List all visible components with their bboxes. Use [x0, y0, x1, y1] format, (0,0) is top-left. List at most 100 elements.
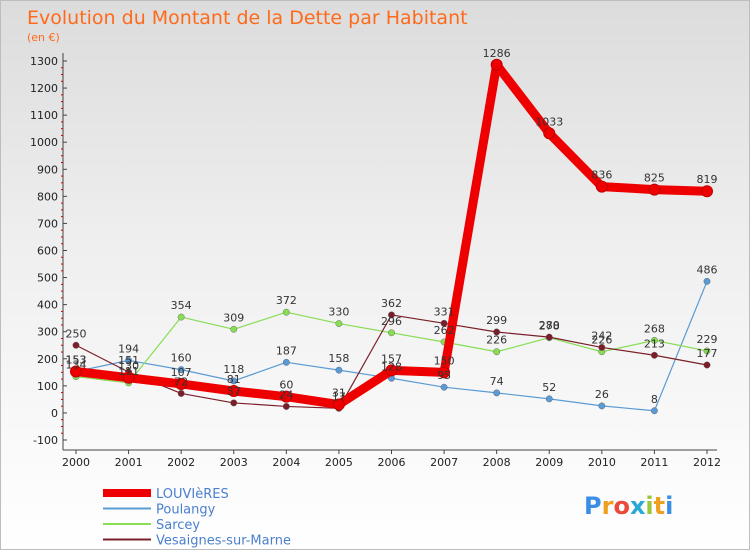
data-point: [543, 127, 556, 140]
x-tick-label: 2012: [693, 456, 721, 469]
data-label: 118: [223, 363, 244, 376]
data-label: 60: [279, 379, 293, 392]
data-label: 278: [539, 320, 560, 333]
data-point: [282, 403, 290, 410]
x-tick-label: 2001: [115, 456, 143, 469]
data-point: [595, 180, 608, 193]
chart-subtitle: (en €): [27, 31, 60, 44]
data-point: [598, 402, 606, 410]
data-label: 8: [651, 393, 658, 406]
logo-letter: i: [645, 492, 653, 520]
legend-label: Sarcey: [156, 518, 200, 533]
data-label: 160: [171, 352, 192, 365]
data-label: 17: [332, 390, 346, 403]
data-label: 151: [118, 354, 139, 367]
data-point: [651, 351, 658, 359]
data-point: [701, 185, 713, 198]
data-point: [282, 358, 290, 366]
data-label: 153: [66, 354, 87, 367]
x-tick-label: 2008: [483, 456, 511, 469]
data-label: 72: [174, 375, 188, 388]
data-label: 31: [332, 387, 346, 400]
data-label: 81: [227, 373, 241, 386]
legend: LOUVIèRESPoulangySarceyVesaignes-sur-Mar…: [103, 487, 291, 549]
data-label: 95: [437, 369, 451, 382]
y-tick-label: 600: [37, 245, 58, 258]
data-point: [177, 390, 185, 397]
data-label: 134: [66, 359, 87, 372]
data-label: 296: [381, 315, 402, 328]
logo-letter: r: [602, 492, 614, 520]
data-point: [388, 329, 395, 337]
data-label: 128: [381, 360, 402, 373]
y-tick-label: 1100: [30, 109, 58, 122]
data-label: 268: [644, 322, 665, 335]
data-label: 74: [490, 375, 504, 388]
data-label: 372: [276, 294, 297, 307]
data-point: [703, 277, 711, 285]
x-tick-label: 2009: [535, 456, 563, 469]
y-tick-label: 300: [37, 326, 58, 339]
data-label: 486: [697, 263, 718, 276]
data-point: [651, 336, 658, 344]
data-label: 362: [381, 297, 402, 310]
data-label: 52: [542, 381, 556, 394]
data-point: [385, 364, 398, 377]
data-point: [282, 308, 290, 316]
y-tick-label: 200: [37, 353, 58, 366]
series-louvi-res: [70, 58, 713, 411]
data-point: [70, 365, 82, 378]
logo-letter: x: [630, 492, 646, 520]
brand-logo: Proxiti: [584, 492, 673, 520]
x-tick-label: 2003: [220, 456, 248, 469]
data-point: [440, 319, 448, 327]
data-label: 37: [227, 385, 241, 398]
data-label: 24: [279, 388, 293, 401]
x-tick-label: 2000: [62, 456, 90, 469]
data-label: 213: [644, 337, 665, 350]
data-point: [335, 366, 343, 374]
x-tick-label: 2007: [430, 456, 458, 469]
data-label: 226: [486, 334, 507, 347]
axes: -100 0 100 200 300 400 500 600 700 800 900 1000 1100…: [30, 53, 721, 469]
legend-label: Vesaignes-sur-Marne: [156, 534, 291, 549]
data-label: 157: [381, 352, 402, 365]
data-label: 354: [171, 299, 192, 312]
data-point: [335, 320, 343, 327]
data-label: 150: [434, 354, 455, 367]
data-point: [388, 311, 395, 319]
data-point: [438, 366, 451, 379]
data-label: 111: [118, 365, 139, 378]
data-point: [72, 341, 80, 349]
data-point: [545, 333, 553, 341]
data-point: [122, 371, 135, 384]
data-point: [598, 344, 606, 351]
data-label: 130: [118, 360, 139, 373]
data-label: 299: [486, 314, 507, 327]
logo-letter: o: [613, 492, 630, 520]
data-label: 1286: [483, 47, 511, 60]
y-tick-label: 0: [51, 407, 58, 420]
data-label: 242: [591, 329, 612, 342]
y-tick-label: 800: [37, 190, 58, 203]
data-point: [648, 183, 661, 196]
y-tick-label: 1200: [30, 82, 58, 95]
data-label: 819: [697, 173, 718, 186]
data-label: 153: [66, 354, 87, 367]
x-tick-label: 2005: [325, 456, 353, 469]
data-label: 226: [591, 334, 612, 347]
y-tick-label: 1000: [30, 136, 58, 149]
data-point: [493, 348, 501, 356]
data-point: [177, 366, 185, 374]
y-tick-label: 100: [37, 380, 58, 393]
data-point: [280, 390, 293, 403]
x-tick-label: 2011: [640, 456, 668, 469]
x-tick-label: 2004: [272, 456, 300, 469]
data-point: [490, 58, 503, 71]
data-point: [230, 325, 238, 333]
data-label: 836: [591, 169, 612, 182]
legend-label: LOUVIèRES: [156, 487, 229, 502]
